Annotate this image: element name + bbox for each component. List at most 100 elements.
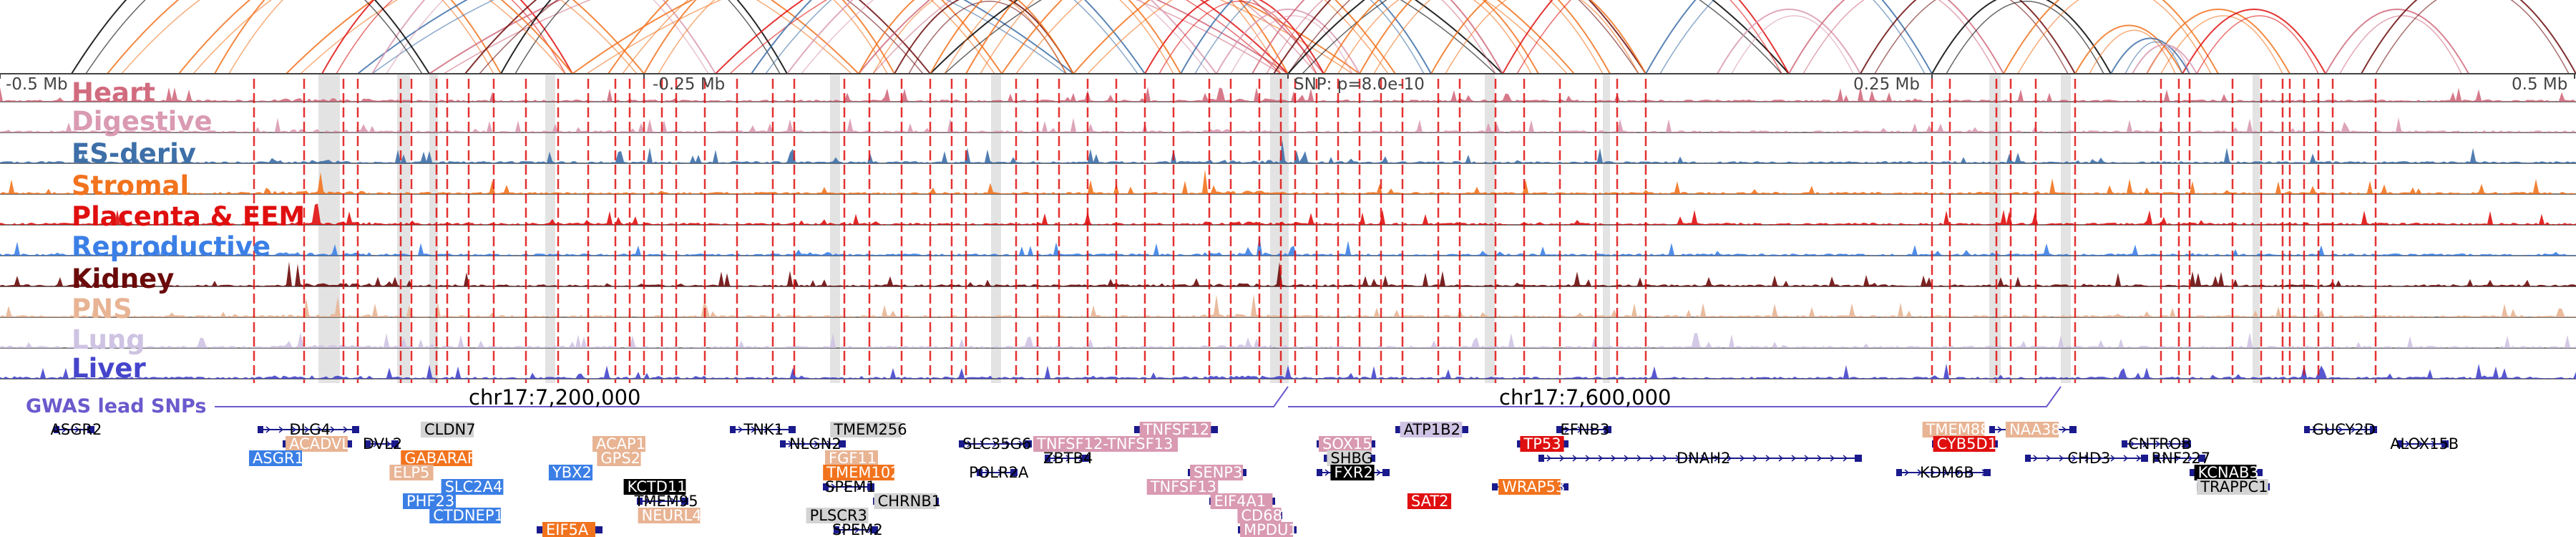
tick-label: 0.25 Mb — [1853, 75, 1920, 94]
gene-label: ASGR1 — [253, 450, 304, 467]
loop-arc — [872, 0, 1317, 74]
exon — [2025, 455, 2031, 462]
track-label-kidney: Kidney — [72, 263, 174, 294]
gene-naa38: NAA38 — [1989, 421, 2077, 438]
strand-arrow — [2084, 455, 2090, 462]
strand-arrow — [1804, 455, 1810, 462]
gene-label: ALOX15B — [2390, 435, 2459, 453]
candidate-snp-lines — [253, 79, 2377, 383]
gene-label: CHRNB1 — [878, 493, 942, 510]
exon — [1368, 455, 1375, 462]
loop-arc — [2361, 0, 2576, 74]
highlight-column — [318, 74, 340, 383]
strand-arrow — [1904, 469, 1910, 476]
gwas-track: GWAS lead SNPs chr17:7,200,000 chr17:7,6… — [26, 385, 2062, 417]
highlight-column — [991, 74, 1001, 383]
strand-arrow — [2155, 440, 2161, 448]
exon — [2255, 469, 2263, 476]
loop-arc — [1946, 1, 2104, 74]
loop-arc — [286, 0, 859, 74]
strand-arrow — [1559, 455, 1565, 462]
gene-tnfsf13: TNFSF13 — [1146, 478, 1219, 495]
gene-ctdnep1: CTDNEP1 — [429, 507, 504, 524]
gene-slc2a4: SLC2A4 — [441, 478, 504, 495]
strand-arrow — [1930, 469, 1936, 476]
gene-spem1: SPEM1 — [823, 478, 876, 495]
exon — [839, 440, 846, 448]
loop-arc — [2182, 9, 2326, 74]
tick-label: 0.5 Mb — [2512, 75, 2567, 94]
gene-label: CLDN7 — [424, 421, 476, 438]
loop-arc — [2003, 0, 2219, 74]
exon — [780, 440, 786, 448]
loop-arc — [1287, 0, 1790, 74]
loop-arc — [643, 0, 895, 74]
strand-arrow — [1765, 455, 1771, 462]
strand-arrow — [2059, 455, 2064, 462]
loop-arc — [1073, 0, 1575, 74]
loop-arc — [2132, 44, 2197, 74]
strand-arrow — [1752, 455, 1758, 462]
highlight-column — [2061, 74, 2071, 383]
gene-gabarap: GABARAP — [401, 450, 476, 467]
exon — [1317, 469, 1322, 476]
track-label-stromal: Stromal — [72, 170, 189, 201]
gwas-connector — [215, 386, 1289, 407]
loop-arc — [228, 0, 494, 74]
strand-arrow — [1701, 455, 1707, 462]
gene-mpdu1: MPDU1 — [1238, 521, 1298, 537]
gene-label: EIF5A — [546, 521, 589, 537]
gene-sox15: SOX15 — [1317, 435, 1375, 453]
strand-arrow — [670, 498, 676, 505]
gene-label: NEURL4 — [642, 507, 702, 524]
strand-arrow — [1005, 440, 1011, 448]
highlight-columns — [318, 74, 2260, 383]
loop-arc — [178, 0, 645, 74]
signal-tracks — [0, 86, 2576, 379]
gene-dnah2: DNAH2 — [1538, 450, 1862, 467]
gene-label: KDM6B — [1920, 464, 1974, 481]
strand-arrow — [343, 426, 348, 433]
strand-arrow — [1598, 455, 1604, 462]
strand-arrow — [2187, 455, 2193, 462]
gene-tmem88: TMEM88 — [1922, 421, 1990, 438]
loop-arc — [1359, 0, 1611, 74]
gene-wrap53: WRAP53 — [1492, 478, 1568, 495]
exon — [537, 526, 542, 533]
strand-arrow — [1943, 469, 1948, 476]
gene-neurl4: NEURL4 — [638, 507, 702, 524]
gene-label-bg — [823, 465, 894, 480]
strand-arrow — [776, 426, 782, 433]
gene-label-bg — [286, 436, 348, 452]
gene-label-bg — [874, 493, 937, 509]
gene-acap1: ACAP1 — [592, 435, 645, 453]
exon — [730, 426, 736, 433]
gene-label: MPDU1 — [1244, 521, 1298, 537]
strand-arrow — [751, 426, 756, 433]
exon — [1395, 426, 1401, 433]
loop-arc — [2339, 15, 2462, 74]
loop-arc — [1266, 0, 1496, 74]
loop-arc — [1860, 0, 2076, 74]
exon — [1461, 426, 1468, 433]
gene-tmem256: TMEM256 — [830, 421, 907, 438]
strand-arrow — [2046, 455, 2051, 462]
highlight-column — [1485, 74, 1495, 383]
strand-arrow — [278, 426, 284, 433]
loop-arc — [2146, 47, 2190, 74]
gene-asgr1: ASGR1 — [249, 450, 304, 467]
loop-arc — [107, 0, 573, 74]
strand-arrow — [265, 426, 271, 433]
loop-arc — [801, 0, 1210, 74]
gene-elp5: ELP5 — [389, 464, 434, 481]
gene-label: PHF23 — [406, 493, 454, 510]
strand-arrow — [74, 426, 80, 433]
snp-pvalue-label: SNP: p=8.0e-10 — [1294, 75, 1425, 94]
strand-arrow — [1624, 455, 1629, 462]
gene-label: SLC2A4 — [445, 478, 503, 495]
exon — [2441, 440, 2449, 448]
gwas-position-label: chr17:7,600,000 — [1499, 385, 1672, 410]
gene-gps2: GPS2 — [597, 450, 641, 467]
loop-arc — [2160, 15, 2283, 74]
highlight-column — [545, 74, 555, 383]
